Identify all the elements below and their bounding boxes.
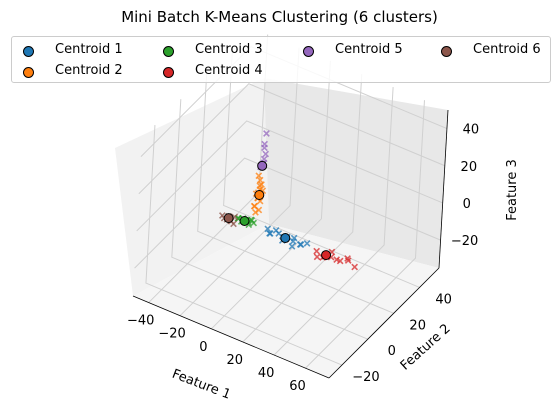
legend-label-2: Centroid 2	[55, 63, 123, 78]
centroid-marker	[254, 190, 265, 201]
data-point	[272, 227, 280, 234]
centroid-marker	[321, 250, 332, 261]
data-point	[336, 257, 344, 265]
z-tick-label: 0	[463, 197, 471, 212]
x-tick-label: 20	[226, 353, 243, 368]
data-point	[248, 216, 256, 224]
data-point	[288, 243, 296, 250]
z-grid-line	[136, 120, 443, 232]
data-point	[313, 247, 321, 255]
z-tick-label: 40	[463, 123, 480, 138]
legend-swatch-2	[23, 67, 34, 78]
series-4	[313, 247, 359, 271]
y-tick-label: −20	[352, 370, 379, 385]
y-grid-line	[171, 99, 369, 340]
legend-swatch-4	[163, 67, 174, 78]
x-grid-line	[273, 87, 394, 356]
series-6	[218, 212, 239, 228]
series-1	[264, 225, 311, 250]
centroid-marker	[280, 233, 291, 244]
centroid-marker	[257, 160, 268, 171]
y-grid-line	[197, 73, 394, 314]
data-point	[263, 130, 270, 137]
x-axis-label: Feature 1	[170, 367, 233, 403]
data-point	[256, 182, 264, 190]
series-3	[234, 214, 258, 229]
z-axis-label: Feature 3	[505, 159, 520, 221]
x-tick-label: 0	[199, 340, 207, 355]
y-axis-line	[328, 267, 440, 379]
legend-swatch-6	[441, 46, 452, 57]
z-grid-line	[138, 83, 446, 195]
data-point	[262, 150, 270, 158]
z-tick-label: −20	[451, 234, 478, 249]
data-point	[256, 176, 264, 184]
x-axis-line	[132, 295, 330, 379]
legend: Centroid 1 Centroid 3 Centroid 5 Centroi…	[11, 36, 551, 83]
data-point	[333, 256, 341, 263]
x-grid-line	[305, 100, 425, 369]
left-pane	[115, 78, 269, 296]
y-grid-line	[223, 47, 420, 288]
z-tick-label: 20	[461, 160, 478, 175]
legend-swatch-5	[303, 46, 314, 57]
data-point	[266, 230, 274, 237]
centroid-marker	[239, 215, 250, 226]
y-tick-label: 40	[435, 292, 452, 307]
legend-swatch-3	[163, 46, 174, 57]
x-grid-line	[242, 73, 363, 343]
legend-label-5: Centroid 5	[335, 42, 403, 57]
y-grid-line	[145, 125, 343, 366]
x-tick-label: −40	[127, 314, 154, 329]
x-grid-line	[179, 47, 300, 317]
data-point	[264, 225, 272, 233]
axis-ticks: −40 −20 0 20 40 60 −20 0 20 40 −20 0 20 40	[127, 123, 479, 395]
y-tick-label: 0	[388, 344, 396, 359]
floor-pane	[133, 224, 439, 378]
axes-frame	[132, 109, 449, 379]
chart-title: Mini Batch K-Means Clustering (6 cluster…	[121, 8, 438, 26]
x-tick-label: 60	[289, 379, 306, 394]
series-5	[257, 130, 270, 171]
data-point	[261, 144, 268, 152]
data-point	[313, 253, 321, 261]
data-marks	[218, 130, 359, 271]
data-point	[290, 234, 298, 242]
data-point	[255, 172, 263, 180]
centroid-marker	[223, 213, 234, 224]
legend-label-6: Centroid 6	[473, 42, 541, 57]
z-axis-line	[438, 109, 449, 269]
legend-label-1: Centroid 1	[55, 42, 123, 57]
series-2	[250, 172, 267, 216]
legend-label-4: Centroid 4	[195, 63, 263, 78]
legend-label-3: Centroid 3	[195, 42, 263, 57]
x-grid-line	[211, 60, 331, 330]
data-point	[344, 255, 351, 262]
data-point	[351, 263, 359, 271]
data-point	[251, 202, 258, 210]
x-tick-label: −20	[158, 327, 185, 342]
y-tick-label: 20	[409, 318, 426, 333]
legend-swatch-1	[23, 46, 34, 57]
data-point	[303, 240, 311, 247]
data-point	[297, 241, 305, 248]
z-grid-line	[134, 157, 441, 269]
x-tick-label: 40	[258, 366, 275, 381]
